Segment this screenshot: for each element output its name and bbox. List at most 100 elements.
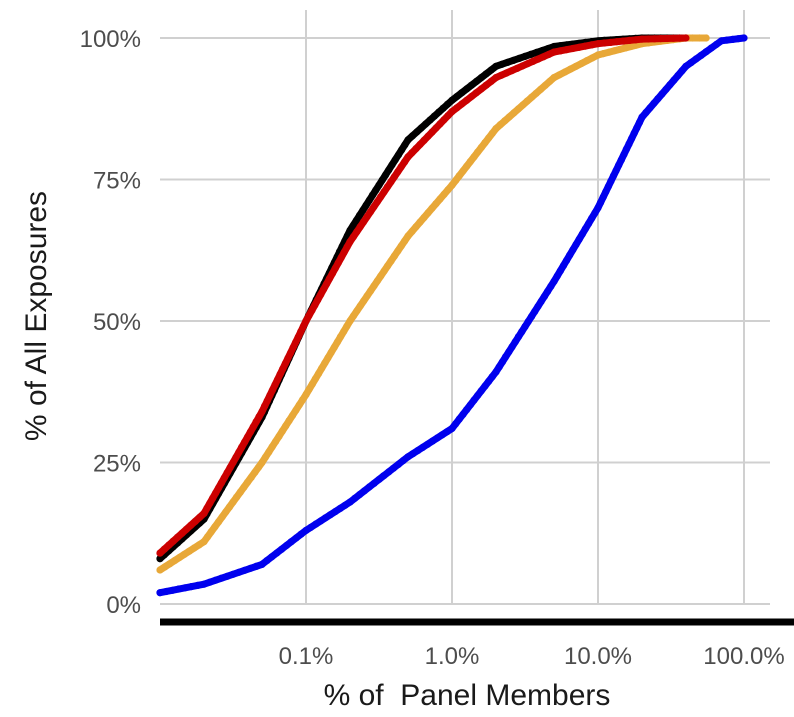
y-tick-label: 50%: [93, 309, 141, 336]
series-point: [617, 156, 625, 164]
series-point: [268, 443, 276, 451]
series-point: [327, 348, 335, 357]
series-point: [285, 417, 293, 425]
series-point: [621, 44, 630, 52]
series-point: [477, 85, 485, 93]
series-point: [211, 523, 219, 531]
series-point: [247, 473, 255, 481]
series-point: [550, 48, 558, 56]
series-point: [477, 74, 485, 82]
series-point: [187, 583, 195, 591]
series-point: [295, 401, 303, 409]
series-point: [399, 457, 407, 465]
series-point: [600, 39, 608, 47]
series-point: [487, 77, 495, 85]
series-point: [370, 479, 378, 487]
series-point: [521, 52, 529, 61]
series-point: [246, 564, 254, 572]
series-point: [572, 62, 580, 70]
series-point: [533, 48, 541, 57]
series-point: [308, 380, 316, 388]
series-point: [627, 42, 635, 51]
series-point: [463, 96, 471, 104]
series-point: [555, 71, 564, 79]
series-point: [225, 503, 233, 511]
series-point: [734, 35, 742, 43]
series-point: [613, 38, 621, 46]
series-point: [380, 472, 388, 480]
series-point: [275, 432, 283, 440]
series-point: [315, 370, 323, 378]
series-point: [556, 267, 564, 275]
series-point: [638, 35, 646, 43]
series-point: [717, 37, 726, 45]
series-point: [585, 220, 593, 228]
series-point: [241, 566, 249, 574]
series-point: [662, 85, 670, 94]
series-point: [254, 463, 262, 472]
series-point: [330, 343, 338, 351]
series-point: [194, 581, 202, 590]
series-point: [578, 230, 586, 238]
series-point: [314, 296, 322, 304]
series-point: [515, 54, 523, 63]
series-point: [650, 35, 659, 43]
series-point: [581, 42, 590, 50]
series-point: [200, 580, 208, 588]
series-point: [282, 541, 291, 550]
series-point: [472, 89, 480, 97]
series-point: [328, 269, 336, 278]
series-point: [472, 77, 480, 85]
series-point: [616, 45, 624, 53]
series-point: [343, 243, 351, 251]
series-point: [588, 41, 596, 49]
series-point: [695, 34, 704, 42]
series-point: [575, 43, 583, 51]
series-point: [169, 586, 177, 594]
tick-labels: 0% 25% 50% 75% 100% 0.1% 1.0% 10.0% 100.0%: [80, 26, 785, 670]
series-point: [436, 195, 444, 203]
series-point: [583, 57, 591, 65]
series-point: [420, 214, 428, 222]
series-point: [482, 81, 490, 89]
series-point: [569, 246, 577, 254]
series-point: [702, 48, 710, 56]
series-point: [334, 259, 342, 267]
series-point: [261, 453, 269, 461]
series-point: [487, 66, 495, 74]
series-point: [588, 214, 596, 222]
x-tick-label: 10.0%: [564, 643, 632, 670]
series-point: [292, 406, 300, 414]
series-point: [625, 36, 634, 45]
series-point: [572, 241, 580, 249]
series-point: [563, 46, 571, 54]
series-point: [453, 92, 461, 101]
series-point: [605, 48, 613, 56]
series-point: [569, 44, 577, 53]
series-point: [625, 140, 633, 148]
y-tick-label: 75%: [93, 168, 141, 195]
y-tick-label: 100%: [80, 26, 141, 53]
series-line: [156, 34, 690, 557]
series-point: [563, 256, 571, 264]
series-point: [288, 411, 297, 420]
series-point: [467, 81, 476, 89]
series-point: [363, 292, 371, 300]
series-point: [498, 60, 506, 68]
series-point: [311, 375, 319, 383]
series-point: [282, 422, 290, 430]
series-point: [632, 36, 640, 44]
series-point: [594, 40, 602, 48]
series-point: [233, 493, 241, 501]
series-point: [317, 291, 325, 299]
series-point: [644, 35, 652, 43]
series-point: [687, 59, 695, 67]
series-point: [607, 177, 615, 185]
series-point: [556, 47, 564, 55]
series-point: [322, 280, 331, 288]
x-tick-label: 0.1%: [279, 643, 334, 670]
series-point: [607, 38, 615, 47]
series-point: [712, 40, 720, 49]
series-point: [591, 209, 599, 217]
